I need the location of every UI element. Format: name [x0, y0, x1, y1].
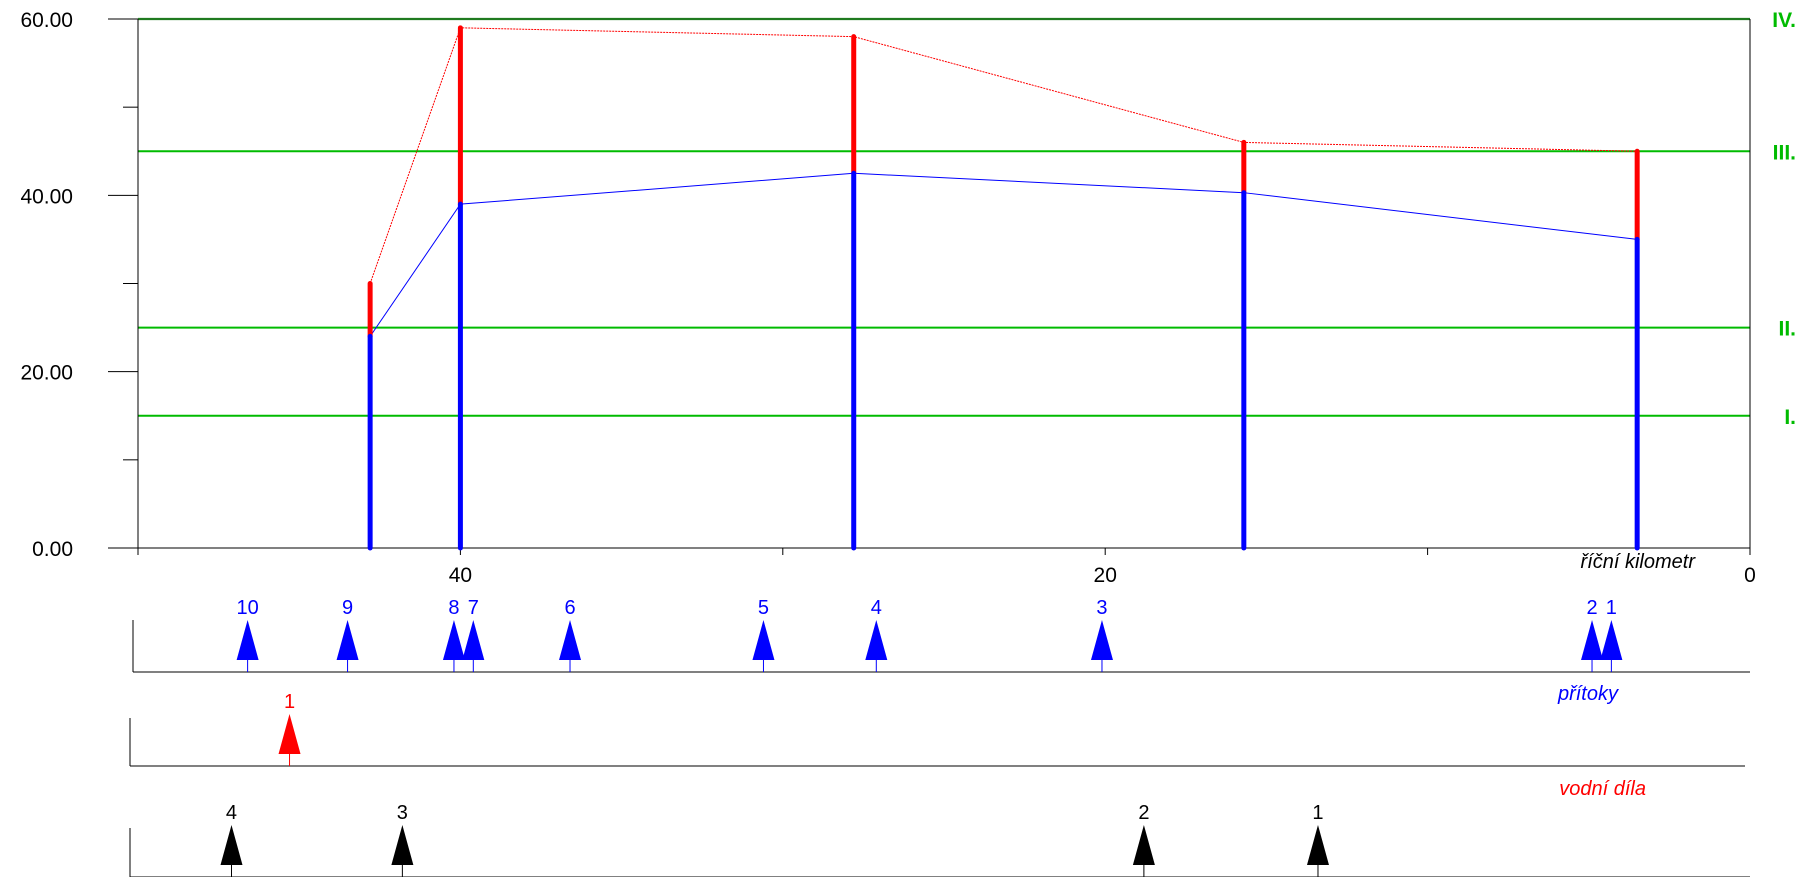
track-1-marker-10	[1600, 620, 1623, 660]
track-1-marker-label-3: 8	[448, 597, 459, 619]
track-1-marker-4	[462, 620, 485, 660]
track-2-marker-label-1: 1	[284, 691, 295, 713]
track-1-marker-1	[236, 620, 259, 660]
track-1-marker-label-10: 1	[1606, 597, 1617, 619]
track-1-marker-5	[559, 620, 582, 660]
y-tick-label-2: 40.00	[20, 185, 73, 208]
profile-lines	[369, 27, 1638, 337]
class-label-3: III.	[1773, 141, 1796, 164]
track-3-marker-1	[220, 825, 243, 865]
track-3-marker-label-3: 2	[1138, 802, 1149, 824]
x-tick-label-0: 40	[449, 564, 472, 587]
track-1-marker-label-7: 4	[871, 597, 882, 619]
track-3-marker-4	[1306, 825, 1329, 865]
track-1-marker-label-5: 6	[564, 597, 575, 619]
track-1-label: přítoky	[1557, 683, 1619, 705]
y-tick-label-3: 60.00	[20, 9, 73, 32]
y-tick-label-0: 0.00	[32, 538, 73, 561]
x-axis-label: říční kilometr	[1581, 551, 1697, 573]
profile-bars	[367, 25, 1640, 551]
track-1-marker-2	[336, 620, 359, 660]
track-3-marker-label-1: 4	[226, 802, 237, 824]
axes: 0.00 20.00 40.00 60.00 40 20 0 říční kilometr	[20, 9, 1755, 587]
track-2-marker-1	[278, 714, 301, 754]
track-3-marker-3	[1132, 825, 1155, 865]
class-label-1: I.	[1784, 406, 1796, 429]
track-3-marker-2	[391, 825, 414, 865]
track-1-marker-label-4: 7	[468, 597, 479, 619]
class-label-4: IV.	[1772, 9, 1796, 32]
track-1-marker-label-9: 2	[1586, 597, 1597, 619]
blue-profile-line	[369, 172, 1638, 337]
track-1-marker-6	[752, 620, 775, 660]
red-profile-line	[369, 27, 1638, 284]
track-3-marker-label-4: 1	[1312, 802, 1323, 824]
track-1-marker-label-6: 5	[758, 597, 769, 619]
y-tick-label-1: 20.00	[20, 362, 73, 385]
track-1-marker-label-1: 10	[236, 597, 258, 619]
track-1-marker-8	[1090, 620, 1113, 660]
x-tick-label-2: 0	[1744, 564, 1756, 587]
class-label-2: II.	[1778, 318, 1796, 341]
track-1-marker-label-2: 9	[342, 597, 353, 619]
class-lines: I. II. III. IV.	[138, 9, 1796, 429]
track-3-marker-label-2: 3	[397, 802, 408, 824]
track-1-marker-3	[442, 620, 465, 660]
x-tick-label-1: 20	[1094, 564, 1117, 587]
track-1-marker-label-8: 3	[1096, 597, 1107, 619]
track-1-marker-9	[1581, 620, 1604, 660]
track-2-label: vodní díla	[1559, 778, 1646, 800]
track-1-marker-7	[865, 620, 888, 660]
